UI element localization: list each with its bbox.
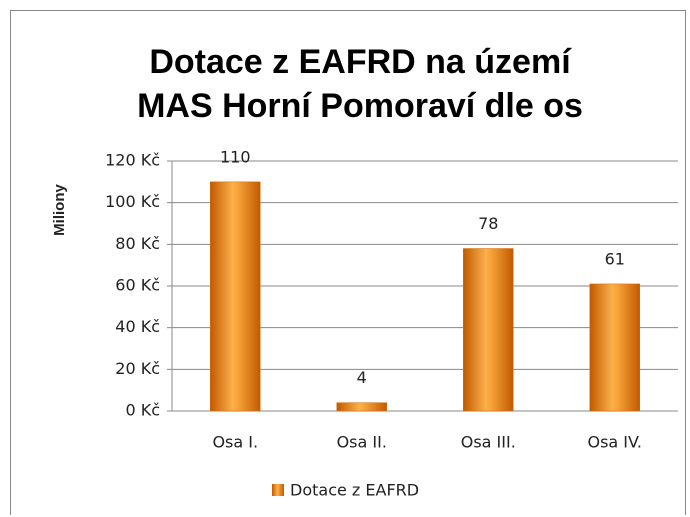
- chart-title: Dotace z EAFRD na území MAS Horní Pomora…: [137, 43, 583, 125]
- y-tick-label: 100 Kč: [105, 192, 160, 211]
- legend-label: Dotace z EAFRD: [290, 481, 419, 500]
- x-tick-label: Osa I.: [212, 433, 258, 452]
- y-tick-label: 20 Kč: [115, 359, 160, 378]
- bar: [463, 248, 514, 412]
- y-tick-label: 60 Kč: [115, 276, 160, 295]
- data-label: 110: [220, 147, 251, 166]
- x-tick-label: Osa II.: [337, 433, 387, 452]
- data-label: 61: [605, 249, 625, 268]
- data-label: 4: [357, 368, 367, 387]
- bar: [589, 283, 640, 412]
- y-tick-label: 40 Kč: [115, 317, 160, 336]
- data-label: 78: [478, 214, 498, 233]
- y-tick-label: 80 Kč: [115, 234, 160, 253]
- y-tick-label: 0 Kč: [125, 401, 160, 420]
- y-axis-label: Miliony: [51, 184, 68, 236]
- legend-swatch: [272, 484, 284, 496]
- y-tick-label: 120 Kč: [105, 151, 160, 170]
- x-tick-label: Osa IV.: [587, 433, 642, 452]
- chart-frame: [10, 10, 686, 515]
- bar: [210, 181, 261, 412]
- x-tick-label: Osa III.: [461, 433, 516, 452]
- bar: [336, 402, 387, 412]
